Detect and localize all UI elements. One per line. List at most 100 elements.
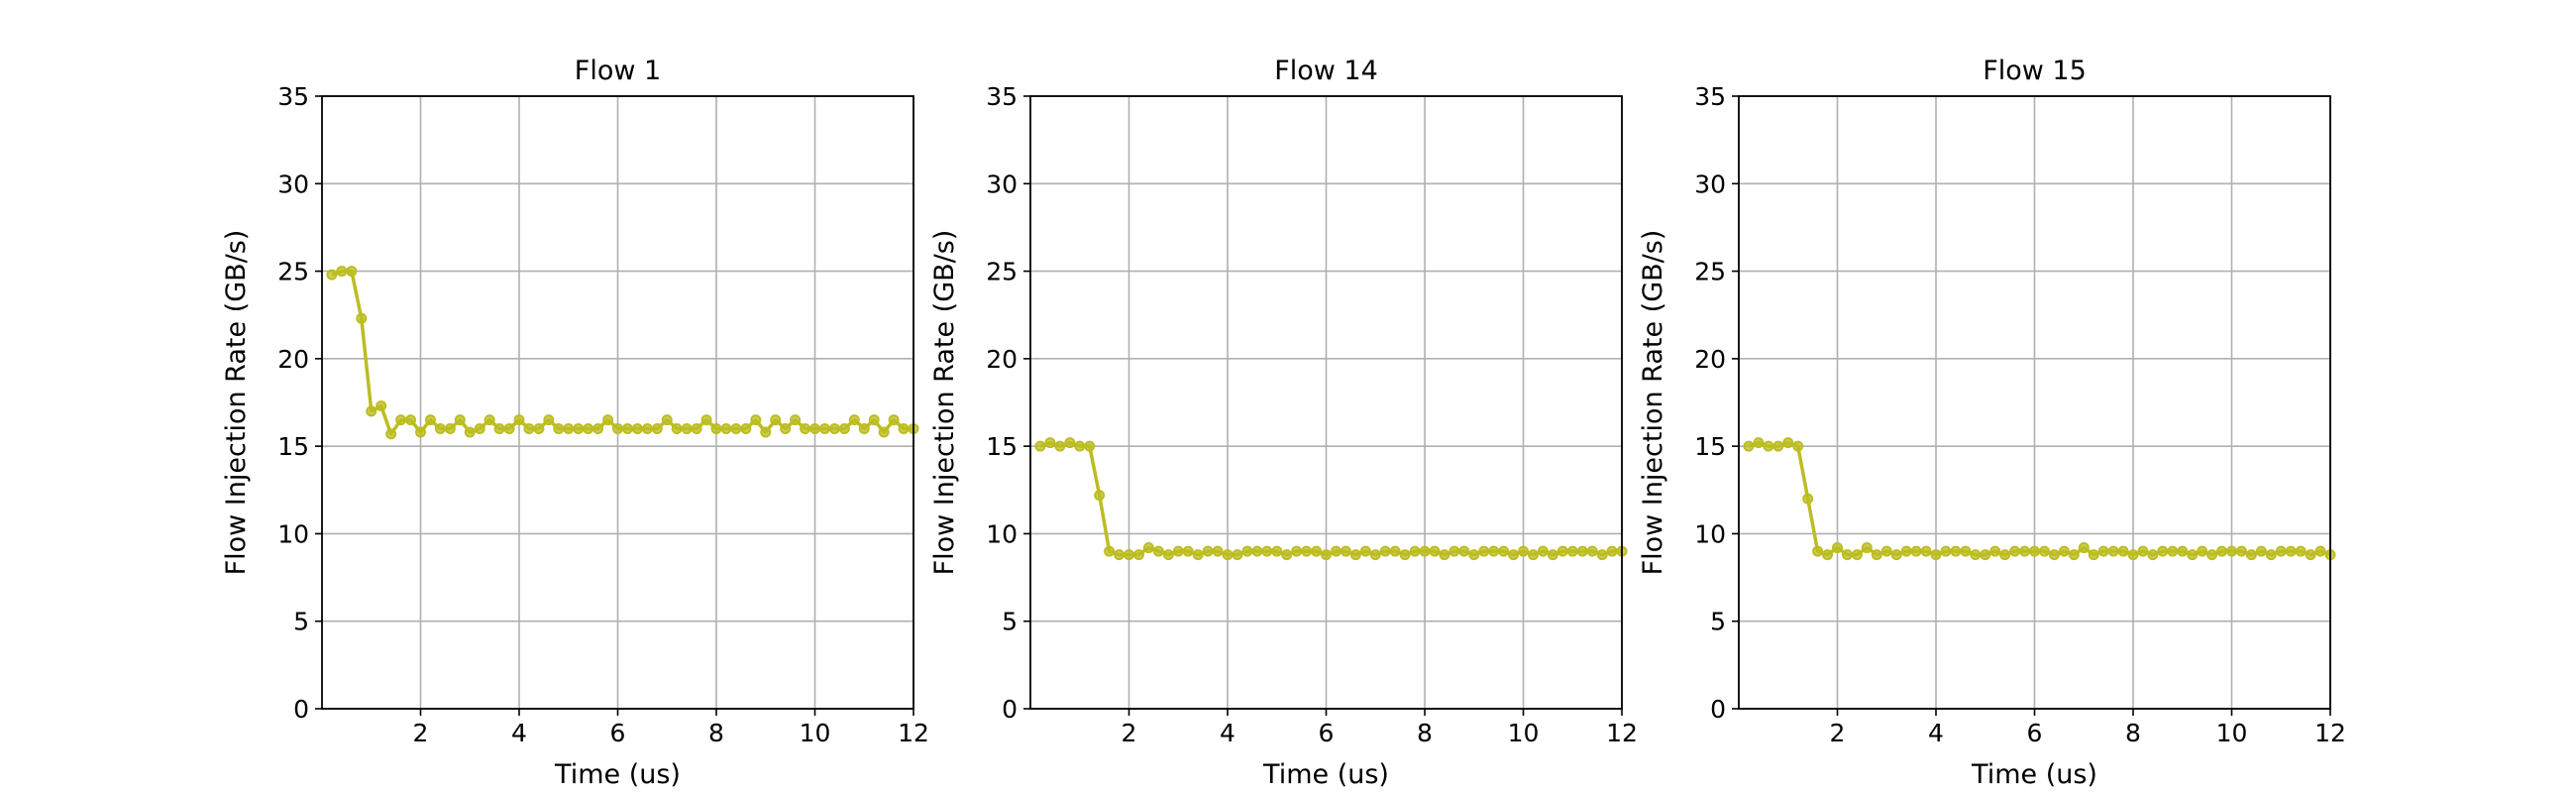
data-point: [1851, 549, 1863, 561]
data-point: [700, 414, 712, 426]
data-point: [1989, 545, 2001, 557]
data-point: [1606, 545, 1618, 557]
data-point: [2038, 545, 2050, 557]
data-point: [1084, 440, 1096, 452]
data-point: [2187, 549, 2199, 561]
x-tick-label: 12: [898, 719, 929, 747]
data-point: [1389, 545, 1401, 557]
data-point: [1920, 545, 1932, 557]
data-point: [1950, 545, 1962, 557]
data-point: [434, 422, 446, 434]
x-tick-label: 2: [413, 719, 429, 747]
data-point: [2157, 545, 2169, 557]
data-point: [1439, 549, 1450, 561]
data-point: [1291, 545, 1303, 557]
x-tick-label: 10: [800, 719, 831, 747]
data-point: [543, 414, 555, 426]
data-point: [336, 266, 348, 278]
data-point: [1960, 545, 1972, 557]
data-point: [563, 422, 575, 434]
data-point: [1449, 545, 1460, 557]
data-point: [1044, 437, 1056, 449]
axes-frame: [1029, 95, 1623, 710]
chart-title: Flow 15: [1983, 56, 2087, 86]
data-point: [1458, 545, 1470, 557]
data-point: [464, 426, 476, 438]
data-point: [1753, 437, 1765, 449]
data-point: [2235, 545, 2247, 557]
data-point: [1518, 545, 1529, 557]
data-point: [1311, 545, 1323, 557]
data-point: [651, 422, 663, 434]
data-point: [1556, 545, 1568, 557]
data-point: [1566, 545, 1578, 557]
data-point: [760, 426, 772, 438]
data-point: [326, 269, 338, 281]
data-point: [493, 422, 505, 434]
data-point: [366, 405, 377, 417]
data-point: [1832, 542, 1843, 554]
data-point: [780, 422, 792, 434]
data-point: [1321, 549, 1332, 561]
data-point: [2048, 549, 2060, 561]
data-point: [1152, 545, 1164, 557]
data-point: [1861, 542, 1873, 554]
y-tick-label: 5: [293, 608, 309, 636]
data-point: [1222, 549, 1234, 561]
data-point: [2314, 545, 2326, 557]
y-tick-label: 35: [986, 82, 1018, 111]
data-point: [730, 422, 742, 434]
data-point: [2197, 545, 2208, 557]
data-point: [1114, 549, 1126, 561]
data-point: [454, 414, 466, 426]
data-point: [1890, 549, 1902, 561]
data-point: [1822, 549, 1834, 561]
chart-title: Flow 1: [575, 56, 661, 86]
data-point: [2285, 545, 2297, 557]
data-point: [612, 422, 623, 434]
data-point: [1802, 493, 1814, 505]
axes-frame: [1738, 95, 2331, 710]
data-point: [1182, 545, 1194, 557]
data-point: [1379, 545, 1391, 557]
data-point: [1132, 549, 1144, 561]
data-point: [1271, 545, 1283, 557]
data-point: [1349, 549, 1361, 561]
data-point: [376, 400, 387, 412]
data-point: [720, 422, 732, 434]
data-point: [356, 312, 368, 324]
data-point: [2265, 549, 2277, 561]
y-tick-label: 10: [277, 519, 309, 548]
y-tick-label: 15: [1694, 432, 1726, 461]
data-point: [818, 422, 830, 434]
data-point: [533, 422, 545, 434]
y-tick-label: 35: [277, 82, 309, 111]
data-point: [1064, 437, 1076, 449]
y-tick-label: 30: [1694, 170, 1726, 198]
data-point: [740, 422, 752, 434]
data-point: [838, 422, 850, 434]
data-point: [2226, 545, 2237, 557]
x-axis-label: Time (us): [554, 759, 681, 790]
data-point: [474, 422, 485, 434]
x-tick-label: 10: [2216, 719, 2248, 747]
data-point: [1970, 549, 1982, 561]
data-point: [1419, 545, 1431, 557]
data-point: [1841, 549, 1853, 561]
data-point: [2216, 545, 2228, 557]
y-tick-label: 20: [277, 345, 309, 374]
data-point: [1468, 549, 1480, 561]
data-point: [800, 422, 811, 434]
data-point: [1498, 545, 1510, 557]
data-point: [671, 422, 683, 434]
y-axis-label: Flow Injection Rate (GB/s): [929, 230, 960, 576]
x-tick-label: 12: [2314, 719, 2346, 747]
data-point: [1034, 440, 1046, 452]
data-point: [868, 414, 880, 426]
data-point: [2206, 549, 2218, 561]
data-point: [1212, 545, 1224, 557]
data-point: [1142, 542, 1154, 554]
data-point: [621, 422, 633, 434]
data-point: [2078, 542, 2090, 554]
